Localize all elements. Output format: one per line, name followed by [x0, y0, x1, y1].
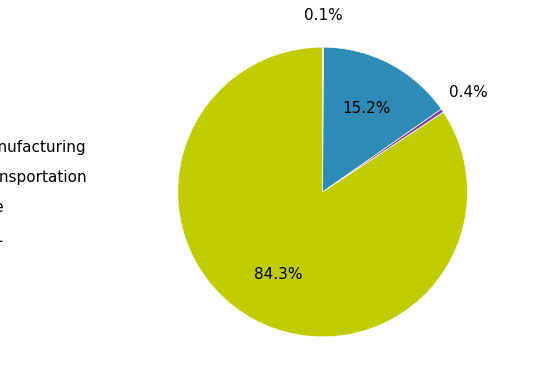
Wedge shape [323, 109, 443, 192]
Legend: Manufacturing, Transportation, Use, EoL: Manufacturing, Transportation, Use, EoL [0, 133, 92, 251]
Text: 0.4%: 0.4% [449, 85, 488, 100]
Text: 0.1%: 0.1% [304, 8, 343, 23]
Text: 15.2%: 15.2% [342, 101, 390, 116]
Wedge shape [178, 47, 468, 337]
Wedge shape [323, 47, 442, 192]
Text: 84.3%: 84.3% [254, 268, 302, 282]
